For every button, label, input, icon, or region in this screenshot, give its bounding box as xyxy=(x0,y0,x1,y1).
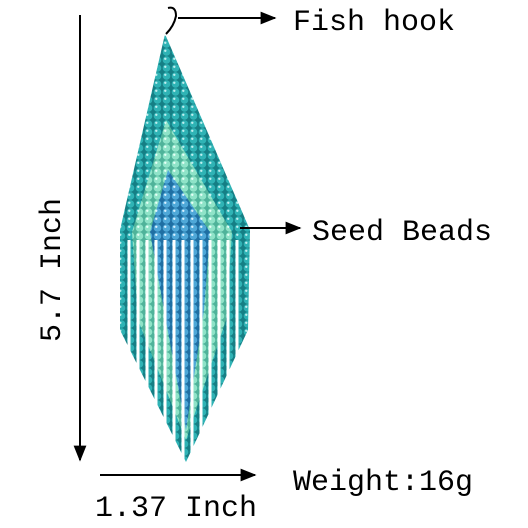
earring xyxy=(120,6,250,462)
beads-label: Seed Beads xyxy=(312,216,492,250)
height-label: 5.7 Inch xyxy=(36,198,70,342)
width-label: 1.37 Inch xyxy=(95,492,257,526)
weight-label: Weight:16g xyxy=(293,466,473,500)
beads-center xyxy=(150,170,210,430)
hook-label: Fish hook xyxy=(293,6,455,40)
hook xyxy=(165,6,178,35)
fringe-gaps xyxy=(127,240,239,460)
